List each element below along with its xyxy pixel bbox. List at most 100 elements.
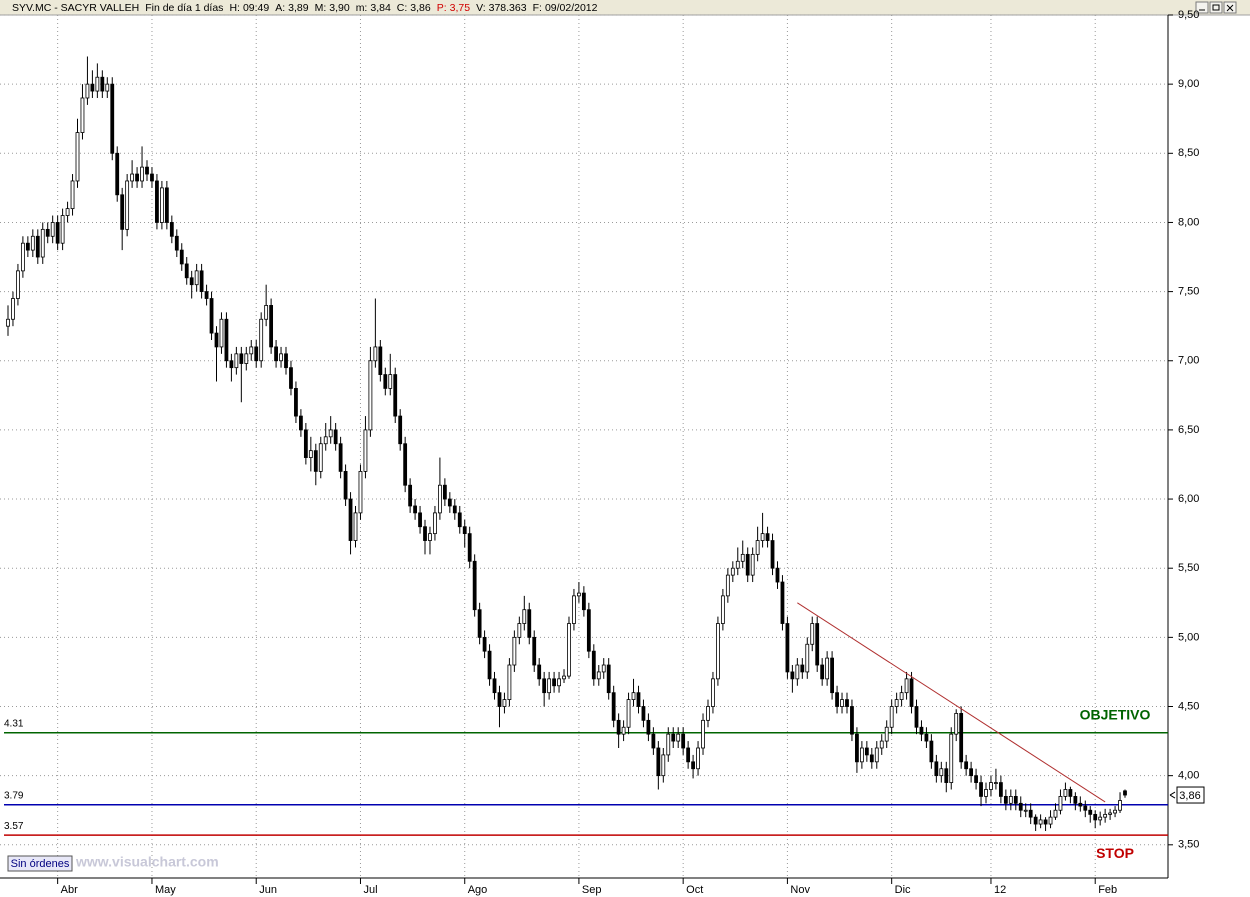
candle-body: [701, 719, 705, 749]
candle-body: [224, 318, 229, 362]
candle-body: [135, 173, 139, 182]
level-label: 4.31: [4, 718, 24, 729]
y-tick-label: 5,50: [1178, 562, 1199, 574]
maximize-icon: [1212, 4, 1220, 11]
y-tick-label: 7,00: [1178, 355, 1199, 367]
candle-body: [115, 152, 120, 196]
trend-line: [797, 602, 1106, 803]
candle-body: [90, 83, 95, 92]
candle-body: [790, 671, 795, 680]
field-label: m:: [356, 2, 368, 14]
minimize-button[interactable]: [1195, 1, 1209, 14]
maximize-button[interactable]: [1209, 1, 1223, 14]
x-tick-label: Jul: [363, 884, 377, 896]
candle-body: [1033, 816, 1038, 825]
candle-body: [1118, 800, 1122, 811]
field-label: C:: [397, 2, 408, 14]
candle-body: [45, 228, 50, 237]
candle-body: [1103, 813, 1108, 818]
candle-body: [919, 726, 924, 735]
candle-body: [864, 747, 869, 756]
candle-body: [358, 470, 363, 514]
candle-body: [467, 533, 472, 562]
candle-body: [418, 512, 422, 528]
candle-body: [641, 706, 646, 721]
header: SYV.MC - SACYR VALLEH Fin de día 1 días H:…: [12, 2, 598, 14]
candle-body: [1048, 816, 1053, 825]
x-tick-label: Abr: [61, 884, 78, 896]
candle-body: [552, 678, 556, 687]
field-label: F:: [533, 2, 542, 14]
candle-body: [909, 678, 914, 707]
candle-body: [204, 291, 209, 299]
candle-body: [1113, 809, 1117, 814]
candle-body: [631, 692, 636, 700]
candle-body: [1083, 805, 1088, 811]
candle-body: [30, 235, 35, 251]
candle-body: [100, 76, 105, 92]
candle-body: [636, 692, 641, 707]
candle-body: [611, 692, 616, 721]
candle-body: [16, 270, 20, 299]
candle-body: [606, 664, 611, 694]
candle-body: [904, 678, 909, 694]
candle-body: [979, 782, 983, 797]
candle-body: [716, 623, 720, 680]
orders-button[interactable]: [7, 855, 73, 872]
candle-body: [308, 450, 313, 458]
field-value: 3,90: [329, 2, 350, 14]
candle-body: [586, 609, 591, 652]
watermark: www.visualchart.com: [75, 854, 219, 870]
header-bar: [0, 0, 1250, 15]
candle-body: [954, 713, 959, 735]
candle-body: [949, 733, 954, 783]
y-tick-label: 8,00: [1178, 216, 1199, 228]
candle-body: [209, 298, 214, 334]
candle-body: [259, 318, 264, 362]
y-tick-label: 8,50: [1178, 147, 1199, 159]
candle-body: [1028, 809, 1033, 818]
candle-body: [393, 374, 398, 417]
candle-body: [800, 664, 805, 673]
candle-body: [6, 318, 10, 327]
field-value: 3,84: [370, 2, 391, 14]
x-tick-label: Jun: [259, 884, 277, 896]
candle-body: [720, 595, 725, 624]
candle-body: [338, 443, 343, 472]
candle-body: [159, 187, 164, 223]
candle-body: [994, 782, 998, 784]
candle-body: [244, 353, 249, 364]
candle-body: [169, 222, 174, 237]
field-value: 3,75: [450, 2, 471, 14]
candle-body: [408, 484, 413, 507]
candle-body: [1073, 796, 1078, 804]
candle-body: [770, 540, 775, 569]
candle-body: [184, 263, 189, 279]
candle-body: [815, 623, 820, 666]
candle-body: [313, 450, 318, 472]
x-tick-label: Oct: [686, 884, 703, 896]
x-tick-label: Nov: [790, 884, 810, 896]
candle-body: [745, 553, 750, 576]
candle-body: [984, 789, 988, 797]
field-value: 09:49: [243, 2, 269, 14]
candle-body: [95, 76, 100, 92]
candle-body: [457, 512, 462, 528]
y-tick-label: 6,00: [1178, 493, 1199, 505]
candle-body: [924, 733, 929, 742]
candle-body: [264, 305, 269, 320]
candle-body: [696, 747, 700, 770]
candle-body: [830, 657, 834, 694]
field-value: 378.363: [489, 2, 527, 14]
candle-body: [626, 699, 631, 728]
candle-body: [760, 533, 765, 541]
candle-body: [840, 699, 844, 707]
candle-body: [869, 754, 874, 763]
candle-body: [1123, 790, 1127, 796]
candle-body: [1088, 809, 1093, 815]
candle-body: [691, 761, 695, 770]
field-value: 3,86: [410, 2, 431, 14]
candle-body: [517, 623, 522, 638]
candle-body: [795, 664, 800, 680]
candle-body: [959, 713, 964, 763]
